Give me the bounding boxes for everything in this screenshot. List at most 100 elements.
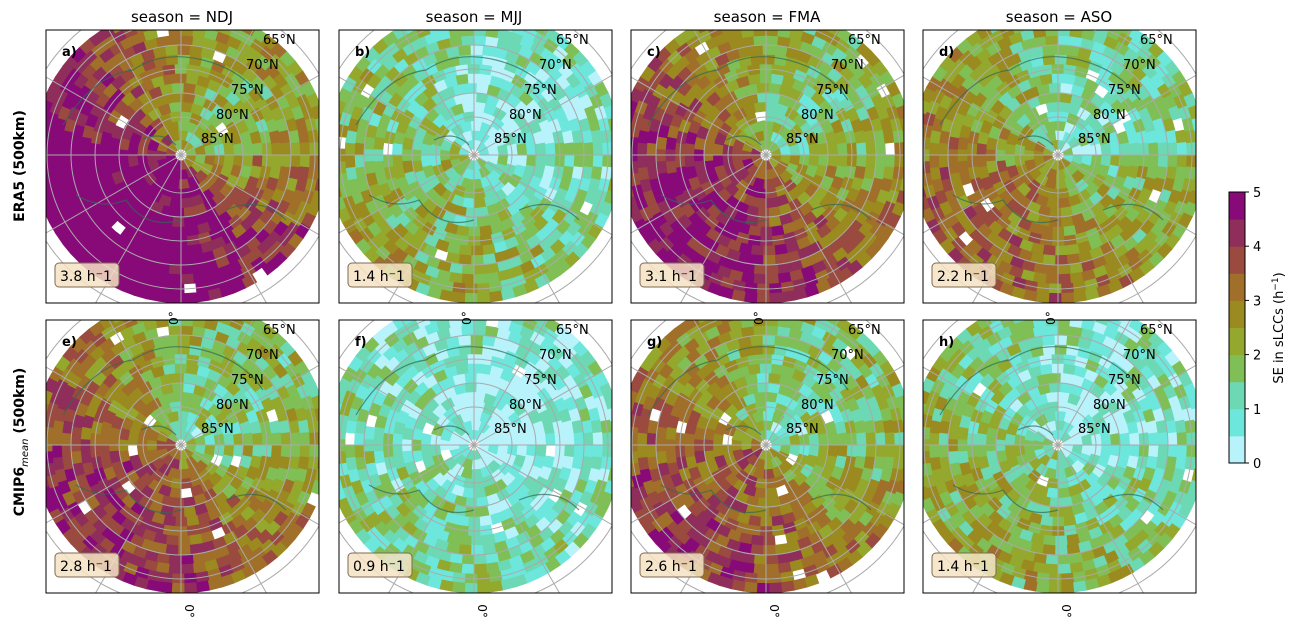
meridian-line bbox=[46, 154, 182, 234]
coastline bbox=[647, 346, 872, 514]
grid-cell bbox=[470, 178, 483, 190]
meridian-line bbox=[180, 320, 254, 446]
grid-cell bbox=[80, 136, 92, 150]
grid-cell bbox=[573, 142, 585, 156]
grid-cell bbox=[636, 154, 648, 169]
grid-cell bbox=[631, 184, 635, 198]
grid-cell bbox=[113, 320, 123, 324]
grid-cell bbox=[1045, 101, 1059, 113]
grid-cell bbox=[339, 112, 343, 126]
grid-cell bbox=[164, 254, 179, 266]
grid-cell bbox=[165, 534, 179, 546]
grid-cell bbox=[837, 444, 849, 458]
grid-cell bbox=[631, 474, 632, 475]
grid-cell bbox=[749, 254, 764, 266]
grid-cell bbox=[604, 480, 612, 495]
grid-cell bbox=[80, 426, 92, 440]
grid-cell bbox=[683, 432, 695, 446]
grid-cell bbox=[573, 432, 585, 446]
grid-cell bbox=[311, 480, 319, 495]
grid-cell bbox=[290, 444, 301, 458]
grid-cell bbox=[290, 142, 301, 156]
latitude-label: 85°N bbox=[786, 422, 819, 437]
panel-frame bbox=[45, 319, 320, 594]
mean-value: 2.6 h⁻1 bbox=[645, 559, 697, 575]
grid-cell bbox=[607, 408, 612, 422]
grid-cell bbox=[1119, 432, 1131, 446]
grid-cell bbox=[631, 184, 632, 185]
meridian-line bbox=[473, 154, 612, 236]
grid-cell bbox=[631, 99, 639, 115]
grid-cell bbox=[177, 254, 191, 266]
latitude-label: 75°N bbox=[1108, 83, 1141, 98]
grid-cell bbox=[894, 142, 904, 156]
grid-cell bbox=[511, 320, 526, 326]
grid-cell bbox=[280, 432, 292, 446]
grid-cell bbox=[768, 216, 782, 228]
latitude-label: 85°N bbox=[786, 132, 819, 147]
grid-cell bbox=[1167, 154, 1178, 168]
grid-cell bbox=[1191, 178, 1196, 192]
mean-value-box bbox=[54, 552, 120, 578]
grid-cell bbox=[98, 444, 110, 458]
meridian-line bbox=[180, 74, 319, 156]
grid-cell bbox=[573, 444, 585, 458]
grid-cell bbox=[721, 30, 735, 34]
grid-cell bbox=[564, 444, 576, 458]
grid-cell bbox=[470, 544, 484, 556]
grid-cell bbox=[535, 444, 547, 458]
grid-cell bbox=[476, 506, 490, 518]
latitude-label: 70°N bbox=[1123, 58, 1156, 73]
latitude-label: 75°N bbox=[231, 373, 264, 388]
latitude-label: 80°N bbox=[509, 398, 542, 413]
grid-cell bbox=[470, 344, 484, 355]
grid-cell bbox=[743, 291, 758, 303]
grid-cell bbox=[1004, 444, 1016, 458]
map-panel-a: 65°N70°N75°N80°N85°Na)3.8 h⁻1 bbox=[45, 29, 320, 304]
meridian-line bbox=[679, 444, 767, 593]
grid-cell bbox=[271, 432, 283, 446]
grid-cell bbox=[436, 320, 452, 331]
grid-cell bbox=[98, 154, 110, 168]
grid-cell bbox=[344, 141, 356, 156]
grid-cell bbox=[326, 451, 337, 464]
grid-cell bbox=[488, 290, 503, 303]
grid-cell bbox=[827, 142, 839, 156]
meridian-line bbox=[180, 30, 254, 156]
grid-cell bbox=[1188, 190, 1196, 205]
grid-cell bbox=[665, 160, 677, 174]
mean-value-box bbox=[639, 262, 705, 288]
grid-cell bbox=[1057, 563, 1072, 575]
row-label-cmip6-sub: mean bbox=[20, 439, 31, 467]
grid-cell bbox=[923, 184, 927, 198]
latitude-label: 75°N bbox=[524, 83, 557, 98]
grid-cell bbox=[406, 30, 416, 34]
meridian-line bbox=[401, 30, 475, 156]
grid-cell bbox=[177, 344, 191, 355]
grid-cell bbox=[420, 444, 432, 458]
longitude-label-top: 0° bbox=[167, 311, 181, 325]
grid-cell bbox=[765, 264, 779, 275]
grid-cell bbox=[899, 178, 904, 192]
grid-cell bbox=[192, 320, 207, 329]
grid-cell bbox=[458, 534, 472, 546]
grid-cell bbox=[46, 206, 59, 223]
grid-cell bbox=[406, 320, 416, 324]
coastline bbox=[939, 56, 1164, 224]
grid-cell bbox=[750, 54, 764, 66]
grid-cell bbox=[473, 325, 487, 336]
meridian-line bbox=[765, 444, 853, 593]
grid-cell bbox=[1054, 44, 1068, 56]
latitude-label: 85°N bbox=[1078, 132, 1111, 147]
grid-cell bbox=[476, 292, 491, 303]
grid-cell bbox=[928, 141, 940, 156]
longitude-label-top: 0° bbox=[460, 311, 474, 325]
grid-cell bbox=[1148, 432, 1160, 446]
meridian-line bbox=[339, 444, 475, 524]
grid-cell bbox=[290, 154, 301, 168]
grid-cell bbox=[1054, 254, 1068, 266]
grid-cell bbox=[46, 415, 47, 416]
mean-value: 3.8 h⁻1 bbox=[60, 269, 112, 285]
grid-cell bbox=[339, 474, 340, 475]
map-panel-f: 65°N70°N75°N80°N85°Nf)0.9 h⁻10°0° bbox=[326, 311, 613, 618]
